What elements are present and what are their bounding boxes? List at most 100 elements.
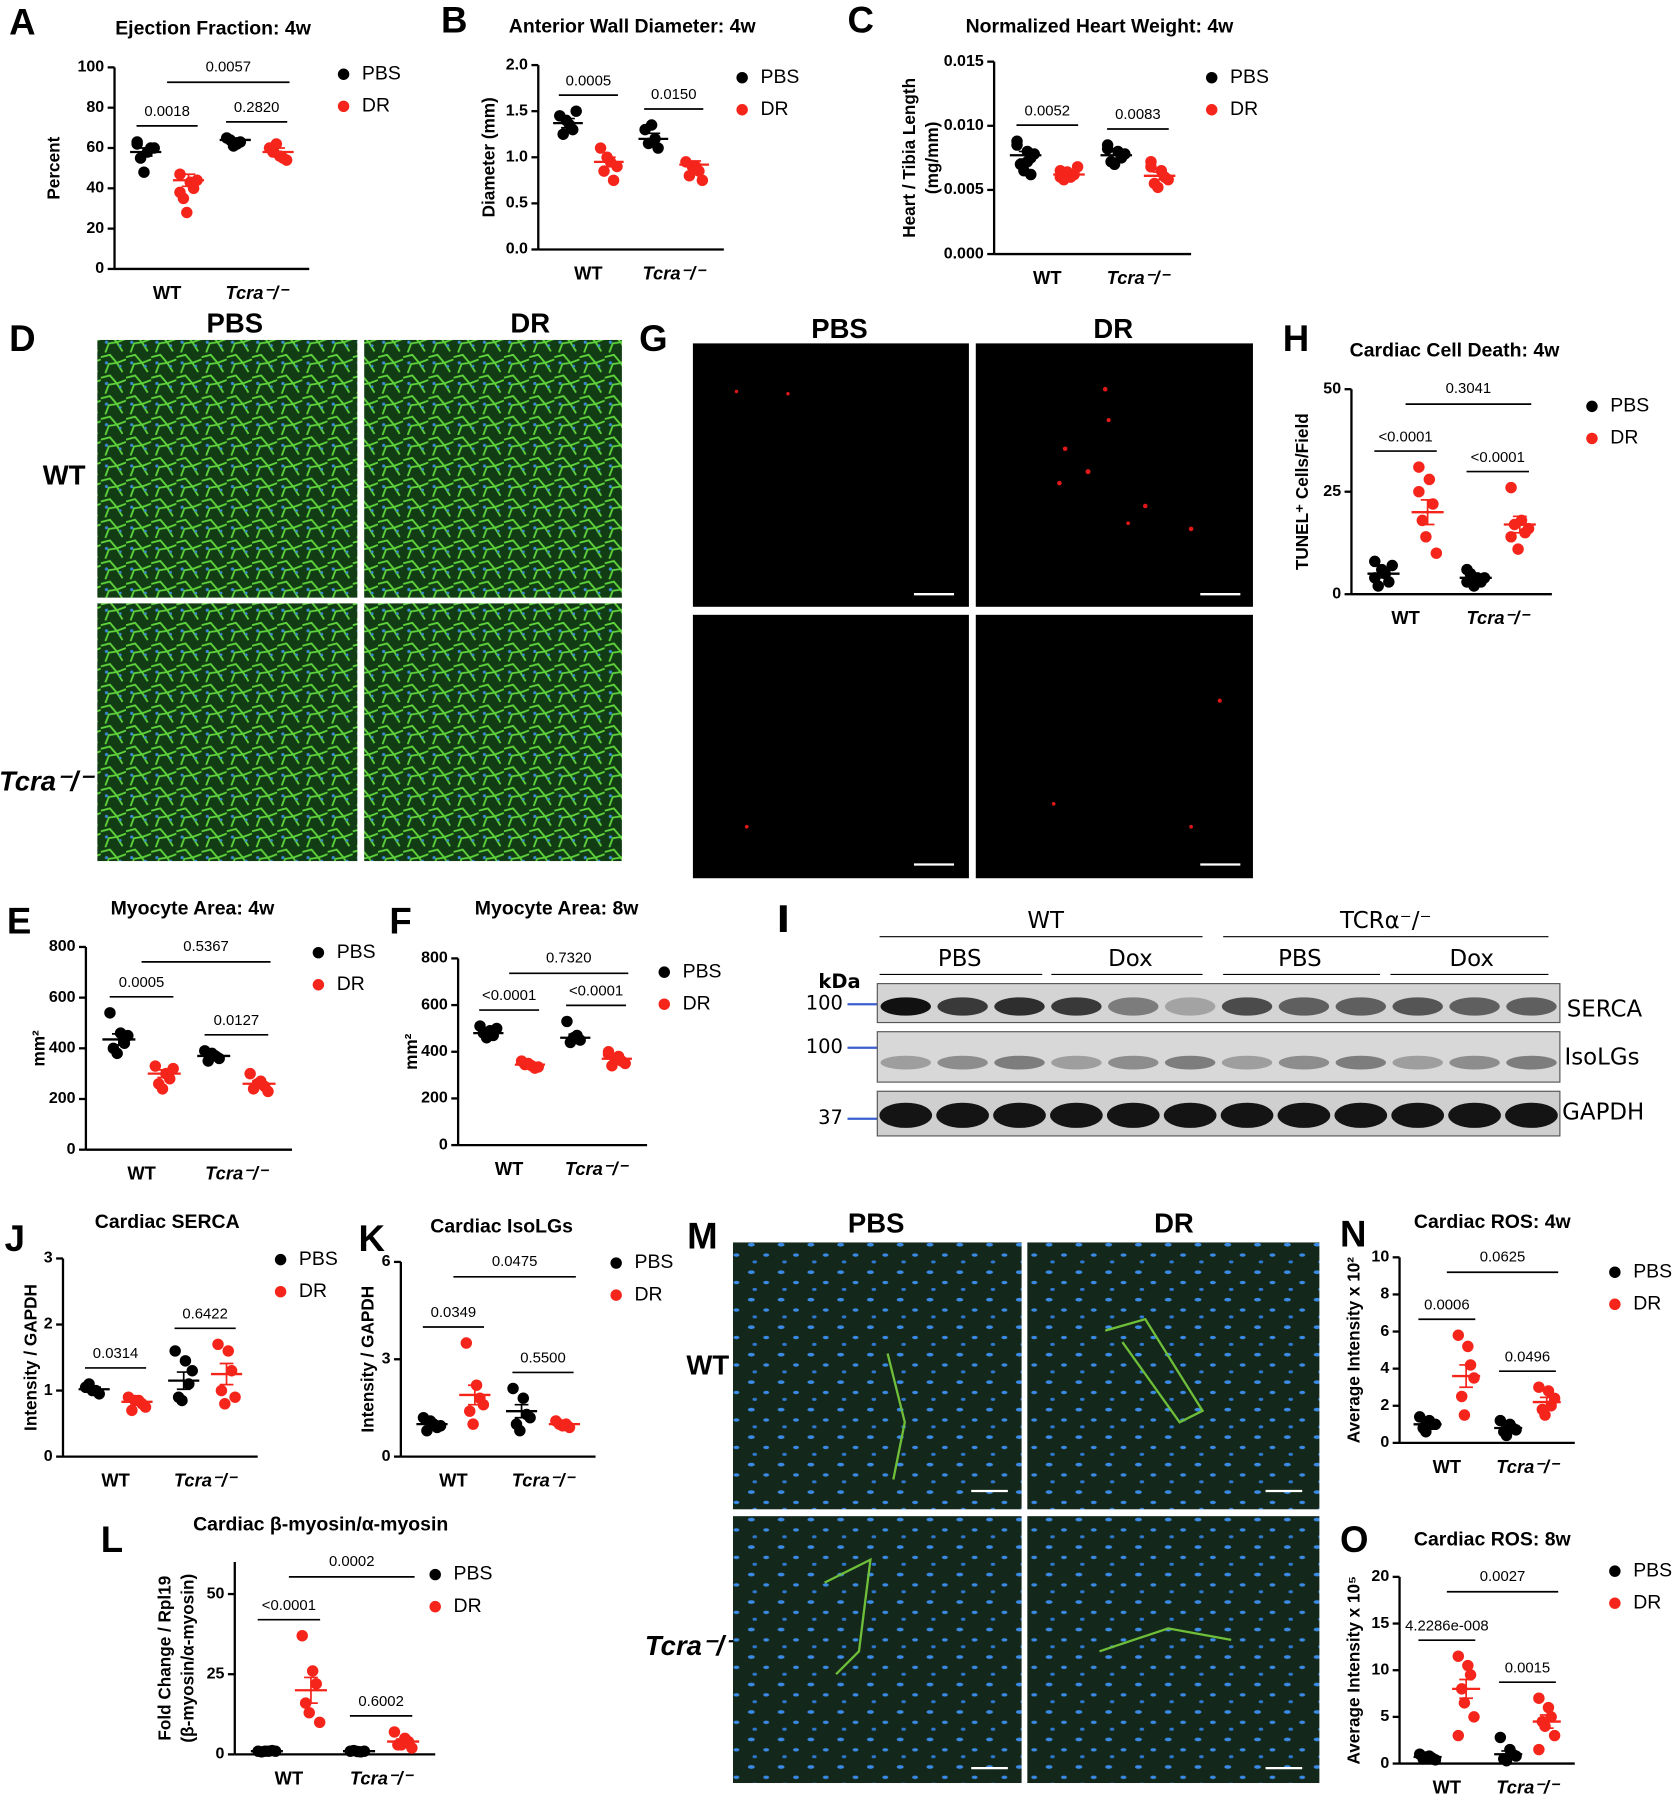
x-tick-label: Tcra⁻/⁻ [205, 1163, 270, 1184]
data-point [1468, 1372, 1480, 1384]
legend-marker [610, 1289, 622, 1301]
p-value: 0.0027 [1480, 1569, 1525, 1585]
legend-marker [1609, 1298, 1621, 1311]
data-point [1533, 1743, 1545, 1756]
p-value: 0.3041 [1446, 381, 1492, 397]
band [1334, 1102, 1388, 1128]
panel-m: M PBS DR WT Tcra⁻/⁻ [645, 1208, 1320, 1784]
legend-marker [1205, 71, 1218, 84]
data-point [1494, 1731, 1507, 1744]
legend-marker [312, 979, 325, 991]
scale-bar [971, 1489, 1303, 1770]
y-tick-label: 80 [86, 98, 104, 116]
y-tick-label: 0 [216, 1745, 225, 1763]
panel-label: B [441, 0, 467, 40]
band [1277, 1102, 1331, 1128]
data-point [1452, 1329, 1465, 1341]
panel-i: I WT TCRα⁻/⁻ PBS Dox PBS Dox kDa 100 100… [777, 898, 1644, 1137]
y-tick-label: 20 [86, 219, 104, 237]
treatment-label: PBS [1278, 946, 1322, 972]
data-point [1548, 1729, 1561, 1742]
data-point [1021, 155, 1034, 168]
y-axis-label: Average Intensity x 10² [1343, 1257, 1363, 1444]
column-label: PBS [848, 1208, 904, 1239]
data-point [1505, 531, 1517, 543]
x-tick-label: WT [439, 1470, 467, 1491]
p-value: 0.0006 [1424, 1297, 1470, 1313]
legend-label: PBS [634, 1251, 673, 1273]
legend-label: DR [362, 94, 390, 116]
x-tick-label: Tcra⁻/⁻ [565, 1158, 630, 1179]
error-bar [425, 1421, 439, 1428]
band [1391, 1102, 1445, 1128]
data-point [1369, 555, 1381, 568]
band [1051, 997, 1102, 1016]
data-point [570, 105, 582, 117]
data-point [156, 1083, 169, 1095]
error-bar [228, 137, 243, 143]
row-label: Tcra⁻/⁻ [645, 1630, 741, 1661]
micrograph [732, 1242, 1022, 1510]
p-value: 0.0475 [492, 1254, 537, 1270]
data-point [1071, 161, 1084, 173]
chart-panel: C Normalized Heart Weight: 4w Heart / Tibi… [848, 0, 1269, 288]
data-point [1510, 1750, 1522, 1762]
y-tick-label: 6 [382, 1252, 391, 1270]
p-value: 0.0625 [1480, 1249, 1525, 1265]
y-tick-label: 0.5 [506, 194, 528, 212]
band [1392, 1055, 1443, 1070]
y-tick-label: 25 [1323, 482, 1341, 500]
error-bar [523, 1062, 537, 1067]
micrograph [1027, 1516, 1320, 1784]
data-point [104, 1007, 116, 1019]
treatment-label: Dox [1449, 946, 1493, 972]
data-point [1420, 1426, 1432, 1438]
error-bar [138, 147, 153, 157]
data-point [179, 1355, 192, 1367]
band [880, 1055, 931, 1070]
panel-label: D [9, 318, 35, 359]
chart-panel: O Cardiac ROS: 8w Average Intensity x 10⁵ 0… [1340, 1519, 1672, 1797]
error-bar [352, 1750, 366, 1753]
data-point [148, 142, 160, 154]
data-point [270, 138, 283, 150]
x-tick-label: Tcra⁻/⁻ [512, 1470, 577, 1491]
band [1449, 1055, 1500, 1070]
data-point [1101, 143, 1114, 155]
data-point [696, 174, 709, 187]
data-point [313, 1716, 326, 1729]
data-point [611, 160, 623, 173]
y-tick-label: 1 [44, 1381, 53, 1399]
y-axis-label: Fold Change / Rpl19 [155, 1576, 175, 1741]
p-value: <0.0001 [1471, 450, 1525, 466]
y-tick-label: 50 [207, 1584, 225, 1602]
error-bar [271, 147, 285, 157]
data-point [262, 1085, 274, 1098]
p-value: 0.0002 [329, 1554, 375, 1570]
error-bar [1109, 150, 1124, 160]
panel-g: G PBS DR [639, 313, 1253, 879]
data-point [1369, 572, 1381, 584]
band [1051, 1055, 1102, 1070]
band-label: GAPDH [1562, 1100, 1644, 1126]
y-axis-label: Heart / Tibia Length [899, 78, 919, 238]
micrograph [97, 603, 358, 862]
data-point [1512, 543, 1524, 555]
legend-marker [274, 1285, 287, 1298]
y-tick-label: 800 [421, 949, 448, 967]
data-point [517, 1392, 530, 1404]
error-bar [112, 1033, 126, 1046]
row-label: WT [686, 1350, 729, 1381]
y-tick-label: 0 [44, 1447, 53, 1465]
data-point [222, 1345, 234, 1357]
legend-label: PBS [362, 62, 401, 84]
p-value: 0.6422 [182, 1306, 228, 1322]
x-tick-label: WT [1033, 267, 1061, 288]
legend-marker [312, 946, 325, 959]
y-tick-label: 0 [95, 259, 104, 277]
legend-marker [610, 1257, 622, 1269]
y-axis-label: Intensity / GAPDH [357, 1286, 377, 1433]
y-tick-label: 600 [421, 995, 448, 1013]
panel-label: O [1340, 1519, 1369, 1560]
column-label: PBS [207, 307, 263, 338]
